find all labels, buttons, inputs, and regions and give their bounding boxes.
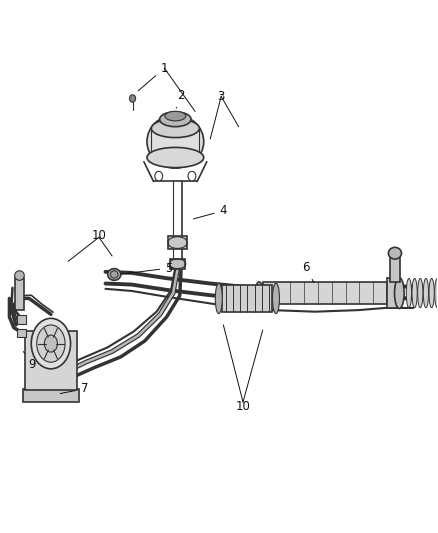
Ellipse shape [412, 278, 417, 308]
Ellipse shape [31, 318, 71, 369]
Circle shape [155, 171, 162, 181]
Text: 10: 10 [92, 229, 106, 242]
Ellipse shape [165, 111, 186, 121]
Text: 4: 4 [193, 204, 227, 219]
Ellipse shape [395, 278, 404, 309]
Ellipse shape [389, 247, 402, 259]
Circle shape [188, 171, 196, 181]
FancyBboxPatch shape [390, 253, 400, 282]
Ellipse shape [255, 282, 263, 304]
FancyBboxPatch shape [168, 236, 187, 249]
FancyBboxPatch shape [22, 389, 79, 402]
Text: 5: 5 [121, 262, 173, 274]
Ellipse shape [215, 283, 222, 313]
Ellipse shape [14, 271, 24, 280]
Circle shape [130, 95, 136, 102]
Ellipse shape [147, 148, 204, 167]
Ellipse shape [429, 278, 434, 308]
Text: 2: 2 [176, 89, 184, 108]
Ellipse shape [151, 119, 199, 138]
Ellipse shape [108, 269, 121, 280]
Text: 7: 7 [60, 382, 88, 395]
Ellipse shape [147, 115, 204, 168]
FancyBboxPatch shape [170, 259, 185, 269]
FancyBboxPatch shape [25, 332, 77, 390]
FancyBboxPatch shape [387, 278, 399, 308]
FancyBboxPatch shape [17, 316, 25, 324]
Ellipse shape [406, 278, 412, 308]
Text: 1: 1 [138, 62, 168, 91]
Text: 6: 6 [303, 261, 314, 282]
Ellipse shape [37, 325, 65, 362]
Ellipse shape [159, 112, 191, 127]
Ellipse shape [434, 278, 438, 308]
Ellipse shape [44, 335, 57, 352]
FancyBboxPatch shape [17, 329, 25, 337]
Ellipse shape [110, 271, 118, 278]
Text: 3: 3 [218, 90, 225, 103]
FancyBboxPatch shape [15, 278, 24, 310]
Ellipse shape [272, 283, 279, 313]
Ellipse shape [424, 278, 428, 308]
FancyBboxPatch shape [222, 285, 272, 312]
Ellipse shape [418, 278, 423, 308]
FancyBboxPatch shape [263, 282, 387, 304]
Text: 9: 9 [23, 352, 36, 372]
Text: 10: 10 [236, 400, 251, 413]
